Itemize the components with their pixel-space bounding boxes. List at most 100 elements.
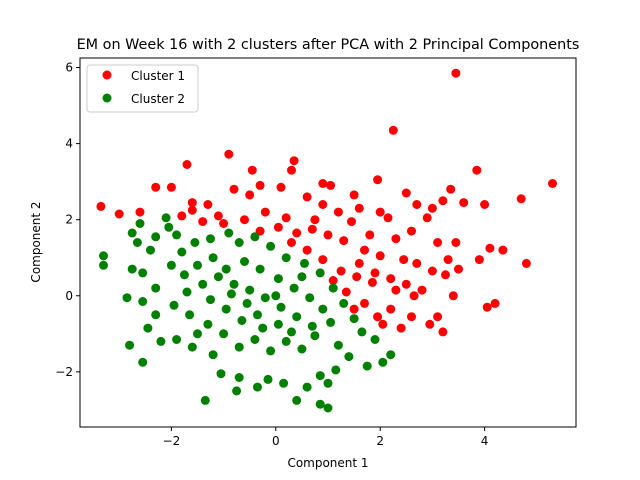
point-cluster-1-35 (438, 196, 448, 206)
point-cluster-2-20 (300, 258, 309, 268)
point-cluster-2-69 (266, 346, 276, 356)
point-cluster-2-39 (263, 374, 273, 384)
point-cluster-2-68 (281, 336, 291, 346)
y-tick-label: 2 (65, 213, 73, 227)
point-cluster-2-7 (138, 357, 148, 367)
point-cluster-1-98 (367, 277, 377, 287)
point-cluster-1-4 (247, 165, 257, 175)
point-cluster-1-24 (245, 190, 255, 200)
point-cluster-2-28 (378, 357, 388, 367)
point-cluster-2-94 (193, 329, 202, 339)
point-cluster-1-81 (396, 323, 406, 333)
point-cluster-2-93 (226, 289, 236, 299)
point-cluster-2-72 (219, 329, 229, 339)
point-cluster-2-35 (292, 395, 302, 405)
point-cluster-1-41 (310, 215, 320, 225)
point-cluster-1-76 (454, 264, 463, 274)
point-cluster-2-9 (151, 232, 161, 242)
point-cluster-1-26 (276, 182, 286, 192)
point-cluster-1-20 (187, 205, 197, 215)
point-cluster-2-90 (258, 323, 268, 333)
point-cluster-2-38 (279, 378, 289, 388)
point-cluster-2-31 (331, 365, 341, 375)
point-cluster-2-42 (232, 386, 242, 396)
point-cluster-2-17 (250, 232, 260, 242)
point-cluster-1-93 (490, 298, 500, 308)
point-cluster-1-97 (391, 285, 401, 295)
point-cluster-2-71 (234, 342, 244, 352)
point-cluster-1-96 (409, 291, 419, 301)
point-cluster-2-15 (224, 228, 234, 238)
point-cluster-1-65 (323, 230, 333, 240)
point-cluster-2-21 (315, 268, 325, 278)
point-cluster-2-22 (328, 283, 338, 293)
point-cluster-2-46 (187, 342, 197, 352)
point-cluster-2-52 (151, 283, 161, 293)
point-cluster-1-54 (474, 255, 484, 265)
point-cluster-1-68 (273, 222, 283, 232)
point-cluster-1-50 (391, 234, 401, 244)
point-cluster-2-80 (245, 285, 255, 295)
point-cluster-2-60 (255, 264, 265, 274)
point-cluster-1-5 (289, 156, 299, 166)
point-cluster-1-99 (352, 272, 362, 282)
x-tick-label: −2 (163, 434, 181, 448)
point-cluster-2-89 (242, 298, 252, 308)
point-cluster-1-73 (401, 279, 411, 289)
legend: Cluster 1 Cluster 2 (86, 64, 199, 113)
point-cluster-1-85 (360, 298, 369, 308)
point-cluster-1-7 (326, 180, 336, 190)
point-cluster-1-47 (177, 211, 187, 221)
point-cluster-1-39 (383, 213, 393, 223)
point-cluster-2-49 (143, 323, 153, 333)
point-cluster-1-80 (407, 312, 416, 322)
x-axis-label: Component 1 (287, 456, 368, 470)
y-tick-label: 4 (65, 137, 73, 151)
point-cluster-2-40 (253, 382, 262, 392)
x-axis-ticks: −2 0 2 4 (163, 427, 488, 448)
point-cluster-2-92 (287, 327, 296, 337)
point-cluster-2-1 (99, 260, 108, 270)
legend-marker-cluster-2 (102, 93, 112, 103)
point-cluster-2-29 (362, 361, 372, 371)
point-cluster-1-66 (307, 224, 317, 234)
point-cluster-1-83 (373, 312, 383, 322)
point-cluster-1-48 (135, 207, 145, 217)
point-cluster-2-33 (315, 371, 325, 381)
point-cluster-1-82 (386, 304, 396, 314)
point-cluster-2-91 (273, 319, 283, 329)
legend-box (86, 64, 199, 113)
point-cluster-2-26 (370, 335, 380, 344)
point-cluster-1-72 (386, 274, 396, 284)
point-cluster-2-74 (185, 310, 195, 320)
point-cluster-2-58 (221, 264, 231, 274)
point-cluster-2-11 (164, 222, 174, 232)
point-cluster-2-66 (310, 331, 320, 341)
point-cluster-1-87 (341, 287, 351, 297)
point-cluster-2-67 (297, 344, 307, 354)
point-cluster-1-84 (378, 319, 388, 329)
point-cluster-1-71 (370, 268, 380, 278)
point-cluster-1-28 (302, 192, 312, 202)
point-cluster-1-75 (441, 270, 450, 280)
point-cluster-2-44 (200, 395, 210, 405)
point-cluster-2-76 (182, 287, 192, 297)
point-cluster-2-4 (127, 264, 137, 274)
point-cluster-2-6 (125, 340, 135, 350)
point-cluster-2-96 (146, 245, 155, 255)
point-cluster-1-9 (373, 175, 383, 185)
point-cluster-2-14 (206, 234, 215, 244)
point-cluster-2-81 (260, 293, 270, 303)
point-cluster-1-32 (375, 207, 385, 217)
point-cluster-1-22 (213, 211, 223, 221)
point-cluster-1-30 (333, 207, 343, 217)
y-axis-ticks: −2 0 2 4 6 (55, 61, 80, 379)
point-cluster-2-2 (127, 228, 137, 238)
point-cluster-2-65 (326, 317, 336, 327)
point-cluster-2-77 (198, 279, 208, 289)
plot-area: −2 0 2 4 −2 0 2 4 6 (55, 57, 577, 448)
point-cluster-2-37 (323, 403, 333, 413)
point-cluster-2-95 (177, 247, 187, 257)
point-cluster-1-77 (433, 312, 443, 322)
point-cluster-1-62 (375, 251, 385, 261)
